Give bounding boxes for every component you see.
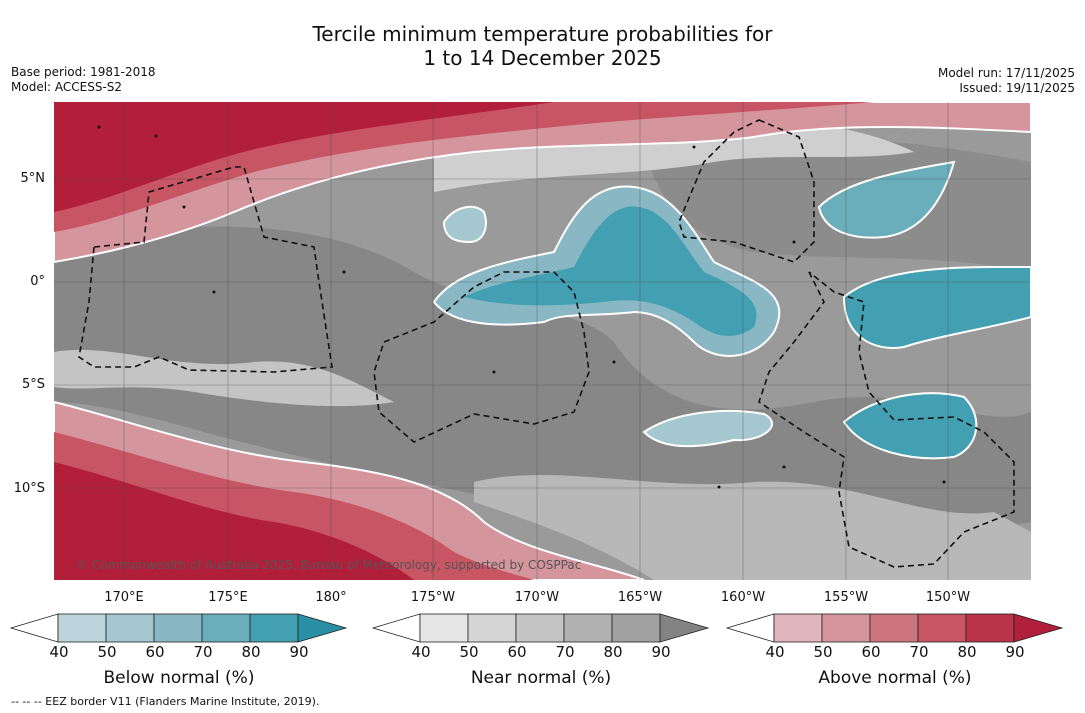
colorbar-segment	[965, 613, 1015, 643]
lon-label: 160°W	[720, 590, 766, 605]
lat-label: 5°N	[20, 171, 46, 186]
issued-date: Issued: 19/11/2025	[959, 81, 1075, 95]
eez-borders	[78, 119, 1015, 568]
probability-map	[54, 102, 1031, 580]
colorbar-segment	[869, 613, 919, 643]
cb-tick: 80	[957, 643, 977, 661]
lon-label: 170°W	[514, 590, 560, 605]
colorbar-low-extend	[10, 613, 59, 643]
lon-label: 150°W	[925, 590, 971, 605]
colorbar-segment	[563, 613, 613, 643]
title-line-1: Tercile minimum temperature probabilitie…	[312, 22, 773, 46]
colorbar-segment	[917, 613, 967, 643]
cb-tick: 60	[507, 643, 527, 661]
island-dots	[97, 125, 946, 489]
below-normal-region-south-central	[642, 410, 773, 448]
colorbar-low-extend	[372, 613, 421, 643]
cb-tick: 60	[145, 643, 165, 661]
lat-label: 0°	[30, 274, 45, 289]
below-normal-region-southeast	[842, 392, 978, 460]
colorbar-title-near: Near normal (%)	[470, 668, 612, 688]
above-normal-region-north	[54, 102, 554, 212]
near-normal-light-zone	[54, 349, 394, 407]
cb-tick: 40	[49, 643, 69, 661]
cb-tick: 60	[861, 643, 881, 661]
near-normal-dark-zone	[54, 226, 1031, 529]
base-period: Base period: 1981-2018	[11, 65, 156, 79]
cb-tick: 90	[1005, 643, 1025, 661]
near-normal-light-zone	[474, 474, 1031, 580]
lon-label: 175°W	[410, 590, 456, 605]
colorbar-segment	[249, 613, 299, 643]
title-line-2: 1 to 14 December 2025	[423, 46, 662, 70]
colorbar-high-extend	[1013, 613, 1064, 643]
map-title: Tercile minimum temperature probabilitie…	[0, 22, 1085, 70]
lon-label: 175°E	[208, 590, 248, 605]
colorbar-segment	[57, 613, 107, 643]
below-normal-region-east	[842, 266, 1031, 349]
colorbar-title-above: Above normal (%)	[818, 668, 972, 688]
colorbar-segment	[467, 613, 517, 643]
cb-tick: 90	[289, 643, 309, 661]
colorbar-title-below: Below normal (%)	[103, 668, 255, 688]
map-credit: © Commonwealth of Australia 2025, Bureau…	[76, 558, 582, 572]
colorbar-segment	[105, 613, 155, 643]
colorbar-segment	[773, 613, 823, 643]
model-run: Model run: 17/11/2025	[937, 66, 1075, 80]
colorbar-low-extend	[726, 613, 775, 643]
colorbar-segment	[515, 613, 565, 643]
cb-tick: 90	[651, 643, 671, 661]
colorbar-segment	[201, 613, 251, 643]
colorbar-below-normal	[10, 613, 348, 643]
lon-label: 155°W	[823, 590, 869, 605]
cb-tick: 80	[241, 643, 261, 661]
below-normal-region-northeast	[817, 160, 956, 239]
cb-tick: 80	[603, 643, 623, 661]
lat-label: 10°S	[13, 481, 45, 496]
colorbar-high-extend	[659, 613, 710, 643]
colorbar-high-extend	[297, 613, 348, 643]
meta-right: Model run: 17/11/2025 Issued: 19/11/2025	[938, 66, 1075, 96]
cb-tick: 40	[411, 643, 431, 661]
map-canvas	[54, 102, 1031, 580]
colorbar-above-normal	[726, 613, 1064, 643]
lon-label: 165°W	[617, 590, 663, 605]
cb-tick: 70	[193, 643, 213, 661]
above-normal-region-south	[54, 462, 414, 580]
eez-note: -- -- -- EEZ border V11 (Flanders Marine…	[11, 695, 320, 708]
colorbar-segment	[821, 613, 871, 643]
model-name: Model: ACCESS-S2	[11, 80, 123, 94]
lon-label: 180°	[315, 590, 347, 605]
lon-label: 170°E	[104, 590, 144, 605]
colorbar-near-normal	[372, 613, 710, 643]
colorbar-segment	[419, 613, 469, 643]
cb-tick: 50	[97, 643, 117, 661]
colorbar-segment	[153, 613, 203, 643]
graticule	[54, 102, 1031, 580]
below-normal-region-small	[442, 205, 487, 244]
cb-tick: 50	[813, 643, 833, 661]
cb-tick: 70	[555, 643, 575, 661]
cb-tick: 50	[459, 643, 479, 661]
lat-label: 5°S	[21, 377, 45, 392]
cb-tick: 40	[765, 643, 785, 661]
colorbar-segment	[611, 613, 661, 643]
cb-tick: 70	[909, 643, 929, 661]
meta-left: Base period: 1981-2018 Model: ACCESS-S2	[11, 65, 156, 95]
